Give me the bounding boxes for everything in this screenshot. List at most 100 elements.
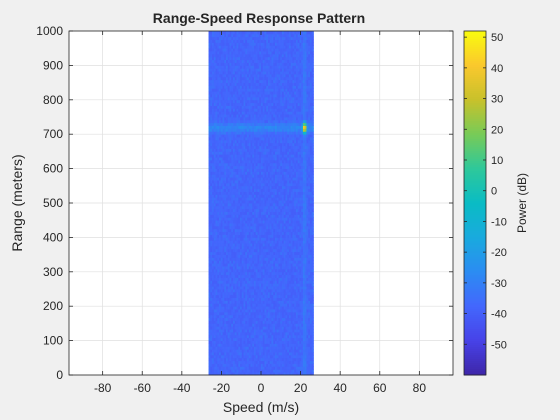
heatmap-cell — [264, 243, 267, 247]
heatmap-cell — [240, 260, 243, 264]
heatmap-cell — [255, 111, 258, 115]
heatmap-cell — [245, 105, 248, 109]
heatmap-cell — [269, 266, 272, 270]
heatmap-cell — [259, 125, 262, 129]
heatmap-cell — [208, 248, 211, 253]
heatmap-cell — [227, 251, 230, 255]
heatmap-cell — [212, 237, 215, 241]
heatmap-cell — [243, 160, 246, 164]
heatmap-cell — [213, 168, 216, 172]
heatmap-cell — [255, 337, 258, 341]
heatmap-cell — [236, 96, 239, 101]
heatmap-cell — [222, 271, 225, 276]
heatmap-cell — [247, 237, 250, 241]
heatmap-cell — [227, 294, 230, 298]
heatmap-cell — [222, 194, 225, 198]
heatmap-cell — [234, 185, 237, 190]
heatmap-cell — [236, 372, 239, 376]
heatmap-cell — [219, 119, 222, 124]
heatmap-cell — [208, 220, 211, 224]
heatmap-cell — [233, 234, 236, 238]
heatmap-cell — [210, 323, 213, 327]
heatmap-cell — [227, 326, 230, 330]
heatmap-cell — [269, 91, 272, 95]
heatmap-cell — [217, 85, 220, 89]
heatmap-cell — [266, 205, 269, 210]
heatmap-cell — [233, 134, 236, 138]
heatmap-cell — [269, 137, 272, 141]
heatmap-cell — [208, 369, 211, 373]
heatmap-cell — [254, 79, 257, 83]
heatmap-cell — [236, 254, 239, 258]
plot-area[interactable]: -80 -60 -40 -20 0 20 40 60 80 010020030040050060… — [36, 24, 454, 395]
heatmap-cell — [248, 165, 251, 169]
heatmap-cell — [241, 160, 244, 164]
heatmap-cell — [227, 42, 230, 46]
heatmap-cell — [229, 214, 232, 218]
heatmap-cell — [224, 246, 227, 250]
heatmap-cell — [264, 88, 267, 92]
heatmap-cell — [238, 142, 241, 147]
heatmap-cell — [262, 157, 265, 161]
heatmap-cell — [219, 114, 222, 118]
heatmap-cell — [213, 274, 216, 278]
heatmap-cell — [210, 283, 213, 287]
heatmap-cell — [222, 297, 225, 301]
heatmap-cell — [257, 208, 260, 212]
heatmap-cell — [241, 53, 244, 58]
heatmap-cell — [264, 185, 267, 190]
heatmap-cell — [212, 119, 215, 124]
heatmap-cell — [227, 225, 230, 230]
heatmap-cell — [267, 39, 271, 43]
heatmap-cell — [269, 119, 272, 124]
heatmap-cell — [250, 354, 253, 359]
heatmap-cell — [215, 214, 218, 218]
heatmap-cell — [266, 142, 269, 147]
heatmap-cell — [226, 223, 229, 227]
heatmap-cell — [245, 160, 248, 164]
heatmap-cell — [250, 271, 253, 276]
heatmap-cell — [236, 102, 239, 106]
heatmap-cell — [229, 171, 232, 175]
heatmap-cell — [238, 246, 241, 250]
heatmap-cell — [240, 145, 243, 149]
heatmap-cell — [227, 254, 230, 258]
heatmap-cell — [240, 203, 243, 207]
heatmap-cell — [227, 337, 230, 341]
heatmap-cell — [252, 117, 255, 121]
heatmap-cell — [247, 185, 250, 190]
heatmap-cell — [229, 131, 232, 135]
heatmap-cell — [269, 36, 272, 40]
heatmap-cell — [262, 352, 265, 356]
heatmap-cell — [213, 194, 216, 198]
heatmap-cell — [266, 323, 269, 327]
heatmap-cell — [266, 119, 269, 124]
heatmap-cell — [259, 79, 262, 83]
heatmap-cell — [224, 326, 227, 330]
heatmap-cell — [241, 148, 244, 152]
heatmap-cell — [212, 257, 215, 261]
heatmap-cell — [266, 111, 269, 115]
heatmap-cell — [219, 128, 222, 132]
heatmap-cell — [269, 114, 272, 118]
heatmap-cell — [213, 268, 216, 273]
heatmap-cell — [231, 300, 234, 304]
heatmap-cell — [222, 65, 225, 69]
heatmap-cell — [217, 268, 220, 273]
heatmap-cell — [247, 74, 250, 78]
heatmap-cell — [269, 300, 272, 304]
heatmap-cell — [254, 42, 257, 46]
heatmap-cell — [267, 309, 271, 313]
heatmap-cell — [266, 314, 269, 319]
heatmap-cell — [238, 260, 241, 264]
heatmap-cell — [257, 125, 260, 129]
heatmap-cell — [217, 352, 220, 356]
heatmap-cell — [220, 286, 223, 290]
heatmap-cell — [213, 53, 216, 58]
heatmap-cell — [252, 165, 255, 169]
heatmap-cell — [213, 246, 216, 250]
heatmap-cell — [248, 337, 251, 341]
heatmap-cell — [224, 148, 227, 152]
heatmap-cell — [257, 372, 260, 376]
heatmap-cell — [226, 366, 229, 370]
